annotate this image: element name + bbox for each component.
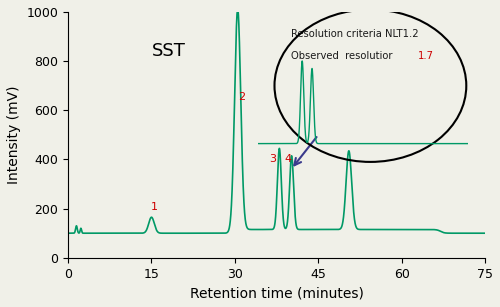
Y-axis label: Intensity (mV): Intensity (mV) <box>7 86 21 184</box>
Text: 1: 1 <box>151 202 158 212</box>
Text: 4: 4 <box>284 154 292 164</box>
Text: 2: 2 <box>238 92 245 103</box>
Text: 1.7: 1.7 <box>418 51 434 61</box>
Text: Observed  resolutior: Observed resolutior <box>291 51 392 61</box>
X-axis label: Retention time (minutes): Retention time (minutes) <box>190 286 364 300</box>
Text: 3: 3 <box>269 154 276 164</box>
Text: SST: SST <box>152 42 186 60</box>
Text: Resolution criteria NLT1.2: Resolution criteria NLT1.2 <box>291 29 419 38</box>
